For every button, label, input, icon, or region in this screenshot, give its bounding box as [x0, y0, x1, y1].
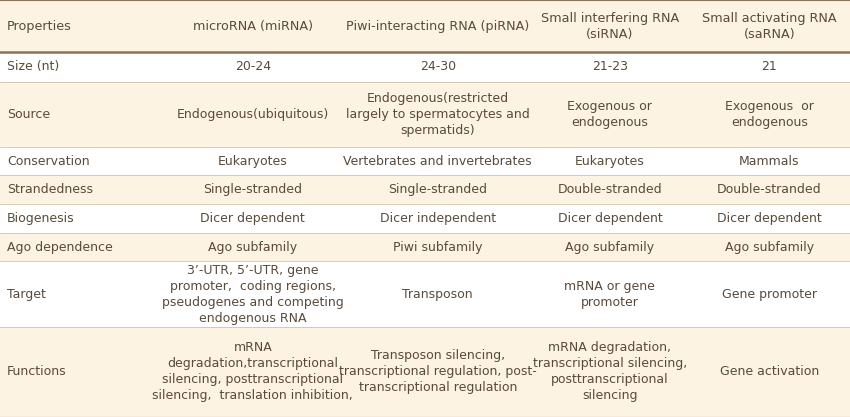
Text: Gene activation: Gene activation — [720, 365, 819, 378]
Text: Small interfering RNA
(siRNA): Small interfering RNA (siRNA) — [541, 12, 679, 40]
Bar — [0, 82, 850, 147]
Text: Double-stranded: Double-stranded — [558, 183, 662, 196]
Text: 20-24: 20-24 — [235, 60, 271, 73]
Text: Transposon silencing,
transcriptional regulation, post-
transcriptional regulati: Transposon silencing, transcriptional re… — [339, 349, 536, 394]
Text: 21-23: 21-23 — [592, 60, 628, 73]
Text: Size (nt): Size (nt) — [7, 60, 59, 73]
Text: mRNA
degradation,transcriptional
silencing, posttranscriptional
silencing,  tran: mRNA degradation,transcriptional silenci… — [152, 342, 354, 402]
Text: Piwi subfamily: Piwi subfamily — [393, 241, 483, 254]
Text: Dicer dependent: Dicer dependent — [201, 212, 305, 225]
Text: Transposon: Transposon — [402, 287, 473, 301]
Text: mRNA degradation,
transcriptional silencing,
posttranscriptional
silencing: mRNA degradation, transcriptional silenc… — [533, 342, 687, 402]
Bar — [0, 261, 850, 327]
Text: Single-stranded: Single-stranded — [388, 183, 487, 196]
Bar — [0, 0, 850, 52]
Text: Gene promoter: Gene promoter — [722, 287, 817, 301]
Text: Eukaryotes: Eukaryotes — [218, 155, 288, 168]
Text: Properties: Properties — [7, 20, 71, 33]
Bar — [0, 176, 850, 204]
Text: Piwi-interacting RNA (piRNA): Piwi-interacting RNA (piRNA) — [346, 20, 530, 33]
Text: Source: Source — [7, 108, 50, 121]
Text: Ago subfamily: Ago subfamily — [565, 241, 654, 254]
Text: Ago subfamily: Ago subfamily — [725, 241, 813, 254]
Text: 3’-UTR, 5’-UTR, gene
promoter,  coding regions,
pseudogenes and competing
endoge: 3’-UTR, 5’-UTR, gene promoter, coding re… — [162, 264, 343, 324]
Text: Vertebrates and invertebrates: Vertebrates and invertebrates — [343, 155, 532, 168]
Bar — [0, 52, 850, 82]
Text: microRNA (miRNA): microRNA (miRNA) — [193, 20, 313, 33]
Text: Target: Target — [7, 287, 46, 301]
Text: Strandedness: Strandedness — [7, 183, 93, 196]
Text: Exogenous or
endogenous: Exogenous or endogenous — [568, 100, 652, 129]
Text: Endogenous(ubiquitous): Endogenous(ubiquitous) — [177, 108, 329, 121]
Bar — [0, 204, 850, 233]
Text: mRNA or gene
promoter: mRNA or gene promoter — [564, 279, 655, 309]
Text: Eukaryotes: Eukaryotes — [575, 155, 645, 168]
Text: Mammals: Mammals — [739, 155, 800, 168]
Bar — [0, 327, 850, 417]
Text: Double-stranded: Double-stranded — [717, 183, 822, 196]
Bar — [0, 147, 850, 176]
Text: Exogenous  or
endogenous: Exogenous or endogenous — [725, 100, 813, 129]
Text: Dicer dependent: Dicer dependent — [717, 212, 822, 225]
Text: Small activating RNA
(saRNA): Small activating RNA (saRNA) — [702, 12, 836, 40]
Text: Biogenesis: Biogenesis — [7, 212, 75, 225]
Text: Ago subfamily: Ago subfamily — [208, 241, 298, 254]
Text: Ago dependence: Ago dependence — [7, 241, 112, 254]
Text: Endogenous(restricted
largely to spermatocytes and
spermatids): Endogenous(restricted largely to spermat… — [346, 92, 530, 137]
Text: Single-stranded: Single-stranded — [203, 183, 303, 196]
Text: Conservation: Conservation — [7, 155, 89, 168]
Text: Dicer dependent: Dicer dependent — [558, 212, 662, 225]
Text: 24-30: 24-30 — [420, 60, 456, 73]
Bar — [0, 233, 850, 261]
Text: Dicer independent: Dicer independent — [380, 212, 496, 225]
Text: 21: 21 — [762, 60, 777, 73]
Text: Functions: Functions — [7, 365, 66, 378]
